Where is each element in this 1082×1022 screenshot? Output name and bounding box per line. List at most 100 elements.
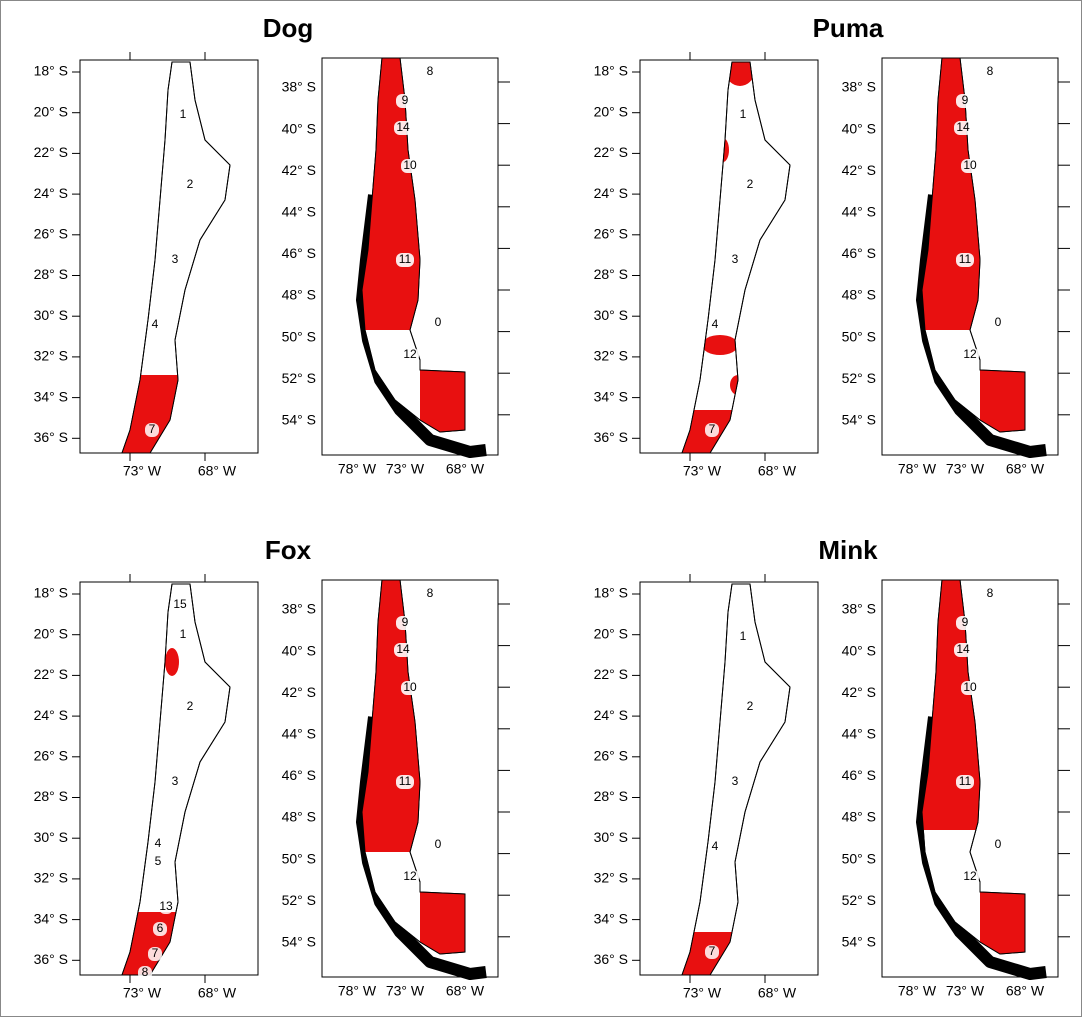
region-label: 0 bbox=[435, 837, 442, 851]
y-tick-label: 38° S bbox=[282, 79, 316, 95]
region-label: 9 bbox=[962, 93, 969, 107]
label-bg bbox=[401, 681, 419, 695]
region-label: 10 bbox=[963, 680, 977, 694]
label-bg bbox=[151, 855, 165, 869]
region-label: 0 bbox=[995, 837, 1002, 851]
country-outline bbox=[921, 579, 1026, 955]
label-bg bbox=[159, 900, 173, 914]
y-tick-label: 46° S bbox=[282, 245, 316, 261]
y-tick-label: 18° S bbox=[594, 585, 628, 601]
region-label: 11 bbox=[399, 252, 412, 266]
label-bg bbox=[176, 108, 190, 122]
panel-title: Puma bbox=[813, 13, 884, 43]
label-bg bbox=[401, 870, 419, 884]
label-bg bbox=[961, 348, 979, 362]
y-tick-label: 44° S bbox=[282, 204, 316, 220]
label-bg bbox=[396, 94, 414, 108]
y-tick-label: 54° S bbox=[842, 934, 876, 950]
y-tick-label: 54° S bbox=[282, 934, 316, 950]
y-tick-label: 20° S bbox=[594, 625, 628, 641]
label-bg bbox=[708, 840, 722, 854]
x-tick-label: 78° W bbox=[898, 983, 937, 999]
country-outline bbox=[121, 61, 231, 454]
y-tick-label: 46° S bbox=[842, 245, 876, 261]
region-label: 4 bbox=[712, 839, 719, 853]
x-tick-label: 73° W bbox=[386, 983, 425, 999]
y-tick-label: 26° S bbox=[34, 226, 68, 242]
region-label: 8 bbox=[427, 64, 434, 78]
y-tick-label: 48° S bbox=[282, 809, 316, 825]
region-label: 1 bbox=[740, 629, 747, 643]
panel-title: Mink bbox=[818, 535, 878, 565]
y-tick-label: 34° S bbox=[594, 910, 628, 926]
region-label: 1 bbox=[180, 627, 187, 641]
y-tick-label: 28° S bbox=[34, 788, 68, 804]
label-bg bbox=[138, 966, 152, 980]
label-bg bbox=[989, 316, 1007, 330]
y-tick-label: 40° S bbox=[282, 120, 316, 136]
y-tick-label: 32° S bbox=[34, 870, 68, 886]
y-tick-label: 42° S bbox=[842, 684, 876, 700]
label-bg bbox=[394, 643, 412, 657]
label-bg bbox=[168, 253, 182, 267]
region-label: 2 bbox=[187, 177, 194, 191]
y-tick-label: 30° S bbox=[34, 307, 68, 323]
panel-title: Dog bbox=[263, 13, 314, 43]
region-label: 2 bbox=[747, 699, 754, 713]
region-label: 3 bbox=[172, 774, 179, 788]
region-label: 7 bbox=[709, 944, 716, 958]
region-label: 4 bbox=[155, 836, 162, 850]
region-label: 8 bbox=[427, 586, 434, 600]
region-label: 7 bbox=[709, 422, 716, 436]
y-tick-label: 50° S bbox=[842, 850, 876, 866]
region-label: 7 bbox=[152, 946, 159, 960]
label-bg bbox=[421, 65, 439, 79]
red-area bbox=[980, 370, 1025, 432]
x-tick-label: 68° W bbox=[1006, 983, 1045, 999]
y-tick-label: 54° S bbox=[842, 412, 876, 428]
y-tick-label: 34° S bbox=[34, 388, 68, 404]
y-tick-label: 24° S bbox=[594, 185, 628, 201]
y-tick-label: 48° S bbox=[842, 287, 876, 303]
x-tick-label: 68° W bbox=[1006, 461, 1045, 477]
y-tick-label: 28° S bbox=[594, 266, 628, 282]
label-bg bbox=[153, 922, 167, 936]
region-label: 10 bbox=[403, 680, 417, 694]
region-label: 8 bbox=[142, 965, 149, 979]
red-area bbox=[702, 335, 738, 355]
x-tick-label: 78° W bbox=[338, 461, 377, 477]
label-bg bbox=[961, 870, 979, 884]
y-tick-label: 40° S bbox=[282, 642, 316, 658]
x-tick-label: 73° W bbox=[386, 461, 425, 477]
y-tick-label: 28° S bbox=[34, 266, 68, 282]
region-label: 12 bbox=[963, 347, 977, 361]
region-label: 2 bbox=[747, 177, 754, 191]
region-label: 2 bbox=[187, 699, 194, 713]
label-bg bbox=[145, 423, 159, 437]
label-bg bbox=[394, 121, 412, 135]
region-label: 14 bbox=[396, 642, 410, 656]
region-label: 14 bbox=[956, 120, 970, 134]
y-tick-label: 20° S bbox=[34, 103, 68, 119]
label-bg bbox=[954, 121, 972, 135]
label-bg bbox=[148, 318, 162, 332]
label-bg bbox=[708, 318, 722, 332]
region-label: 4 bbox=[712, 317, 719, 331]
x-tick-label: 73° W bbox=[946, 461, 985, 477]
y-tick-label: 24° S bbox=[34, 707, 68, 723]
label-bg bbox=[168, 775, 182, 789]
y-tick-label: 48° S bbox=[282, 287, 316, 303]
y-tick-label: 42° S bbox=[282, 684, 316, 700]
label-bg bbox=[401, 159, 419, 173]
y-tick-label: 36° S bbox=[594, 951, 628, 967]
y-tick-label: 48° S bbox=[842, 809, 876, 825]
y-tick-label: 44° S bbox=[842, 204, 876, 220]
y-tick-label: 44° S bbox=[282, 726, 316, 742]
y-tick-label: 18° S bbox=[34, 63, 68, 79]
country-outline bbox=[361, 57, 466, 433]
x-tick-label: 78° W bbox=[338, 983, 377, 999]
label-bg bbox=[989, 838, 1007, 852]
red-area bbox=[420, 370, 465, 432]
panel: Mink 18° S 20° S 22° S 24° S 26° S 28° S 30° S 3… bbox=[594, 535, 1070, 1001]
